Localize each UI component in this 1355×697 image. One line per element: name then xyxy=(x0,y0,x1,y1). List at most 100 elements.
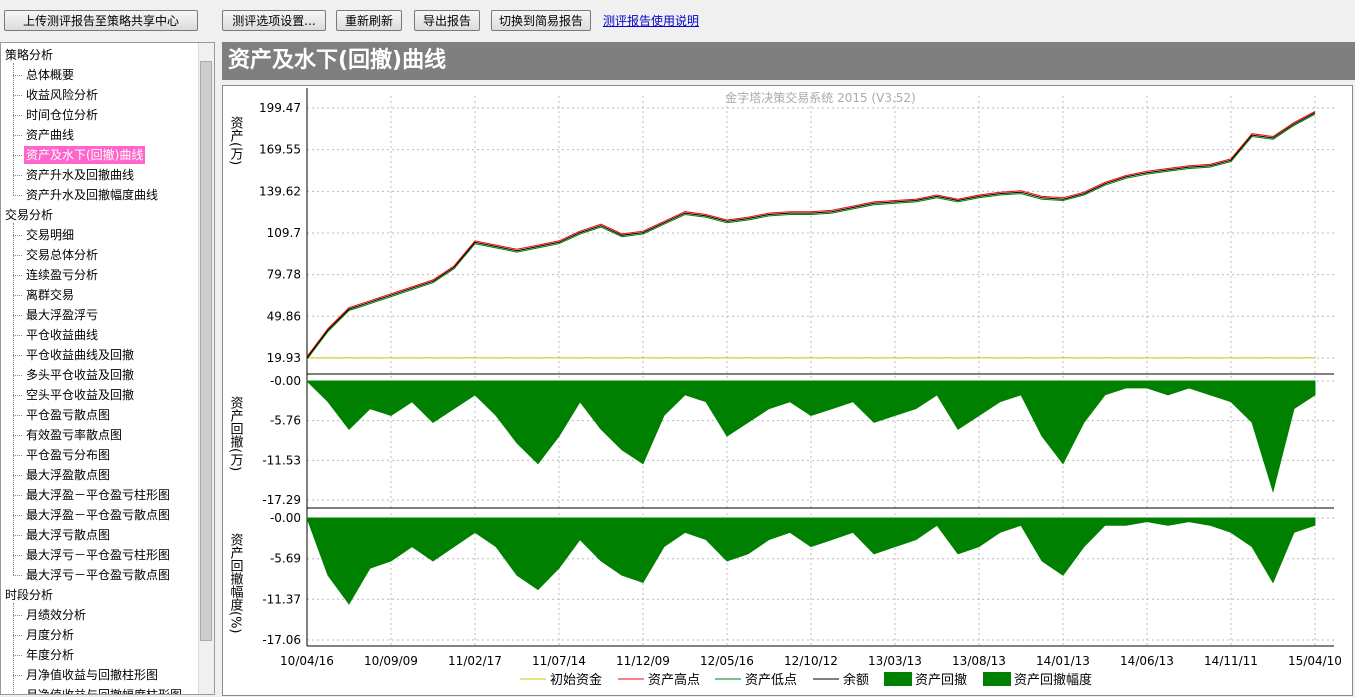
tree-connector xyxy=(13,135,22,136)
tree-connector xyxy=(13,415,22,416)
tree-connector xyxy=(13,495,22,496)
tree-item[interactable]: 平仓收益曲线及回撤 xyxy=(26,348,135,362)
tree-connector xyxy=(13,355,22,356)
series-line xyxy=(306,113,1316,360)
x-tick-label: 10/04/16 xyxy=(280,654,334,668)
tree-item[interactable]: 最大浮盈散点图 xyxy=(26,468,111,482)
tree-item[interactable]: 最大浮盈浮亏 xyxy=(26,308,99,322)
button[interactable]: 测评选项设置... xyxy=(222,10,326,31)
y-tick-label: -5.69 xyxy=(270,552,301,566)
y-tick-label: -5.76 xyxy=(270,414,301,428)
tree-group[interactable]: 交易分析 xyxy=(5,208,54,222)
tree-connector xyxy=(13,455,22,456)
series-line xyxy=(306,111,1316,357)
legend-label: 资产回撤 xyxy=(915,672,967,688)
tree-item[interactable]: 平仓盈亏散点图 xyxy=(26,408,111,422)
tree-connector xyxy=(13,655,22,656)
tree-item[interactable]: 交易明细 xyxy=(26,228,75,242)
tree-connector xyxy=(13,115,22,116)
tree-connector xyxy=(13,375,22,376)
series-area xyxy=(306,379,1316,493)
legend-label: 资产回撤幅度 xyxy=(1014,672,1092,688)
tree-connector xyxy=(13,75,22,76)
tree-item[interactable]: 收益风险分析 xyxy=(26,88,99,102)
tree-item[interactable]: 资产曲线 xyxy=(26,128,75,142)
series-line xyxy=(306,112,1316,359)
x-tick-label: 14/06/13 xyxy=(1120,654,1174,668)
x-tick-label: 13/08/13 xyxy=(952,654,1006,668)
y-tick-label: 19.93 xyxy=(267,351,301,365)
tree-connector xyxy=(13,575,22,576)
tree-item[interactable]: 月净值收益与回撤柱形图 xyxy=(26,668,159,682)
legend-label: 初始资金 xyxy=(550,672,602,688)
tree-connector xyxy=(13,675,22,676)
tree-connector xyxy=(13,315,22,316)
tree-group[interactable]: 策略分析 xyxy=(5,48,54,62)
tree-connector xyxy=(13,435,22,436)
tree-item[interactable]: 年度分析 xyxy=(26,648,75,662)
x-tick-label: 10/09/09 xyxy=(364,654,418,668)
tree-item[interactable]: 资产及水下(回撤)曲线 xyxy=(24,146,146,164)
tree-item[interactable]: 最大浮盈－平仓盈亏柱形图 xyxy=(26,488,171,502)
y-tick-label: -11.53 xyxy=(262,453,301,467)
series-area xyxy=(306,517,1316,605)
tree-group[interactable]: 时段分析 xyxy=(5,588,54,602)
tree-item[interactable]: 多头平仓收益及回撤 xyxy=(26,368,135,382)
y-tick-label: -17.06 xyxy=(262,633,301,647)
tree-connector xyxy=(13,515,22,516)
tree-connector xyxy=(13,335,22,336)
tree-item[interactable]: 最大浮亏散点图 xyxy=(26,528,111,542)
help-link[interactable]: 测评报告使用说明 xyxy=(603,14,700,28)
legend-label: 余额 xyxy=(843,672,869,688)
y-tick-label: 139.62 xyxy=(259,184,301,198)
tree-connector xyxy=(13,63,14,195)
tree-item[interactable]: 资产升水及回撤曲线 xyxy=(26,168,135,182)
tree-item[interactable]: 最大浮亏－平仓盈亏柱形图 xyxy=(26,548,171,562)
tree-connector xyxy=(13,635,22,636)
button[interactable]: 上传测评报告至策略共享中心 xyxy=(4,10,198,31)
tree-connector xyxy=(13,175,22,176)
tree-item[interactable]: 资产升水及回撤幅度曲线 xyxy=(26,188,159,202)
button[interactable]: 导出报告 xyxy=(414,10,480,31)
scrollbar[interactable] xyxy=(198,43,214,694)
tree-connector xyxy=(13,295,22,296)
tree-item[interactable]: 有效盈亏率散点图 xyxy=(26,428,123,442)
tree-connector xyxy=(13,155,22,156)
tree-item[interactable]: 月绩效分析 xyxy=(26,608,87,622)
tree-connector xyxy=(13,95,22,96)
legend-swatch xyxy=(884,672,912,686)
x-tick-label: 11/07/14 xyxy=(532,654,586,668)
tree-connector xyxy=(13,223,14,575)
tree-item[interactable]: 交易总体分析 xyxy=(26,248,99,262)
tree-item[interactable]: 平仓收益曲线 xyxy=(26,328,99,342)
button[interactable]: 重新刷新 xyxy=(336,10,402,31)
y-tick-label: -0.00 xyxy=(270,374,301,388)
tree-item[interactable]: 月度分析 xyxy=(26,628,75,642)
y-tick-label: -0.00 xyxy=(270,511,301,525)
x-tick-label: 12/10/12 xyxy=(784,654,838,668)
y-tick-label: 49.86 xyxy=(267,309,301,323)
tree-item[interactable]: 离群交易 xyxy=(26,288,75,302)
legend-swatch xyxy=(983,672,1011,686)
scroll-thumb[interactable] xyxy=(200,61,212,641)
y-axis-label: 资产回撤幅度(%) xyxy=(228,533,244,634)
y-tick-label: 79.78 xyxy=(267,268,301,282)
tree-item[interactable]: 总体概要 xyxy=(26,68,75,82)
tree-connector xyxy=(13,535,22,536)
tree-connector xyxy=(13,395,22,396)
tree-item[interactable]: 平仓盈亏分布图 xyxy=(26,448,111,462)
y-axis-label: 资产(万) xyxy=(228,116,244,165)
y-tick-label: -17.29 xyxy=(262,493,301,507)
button[interactable]: 切换到简易报告 xyxy=(491,10,591,31)
tree-item[interactable]: 最大浮盈－平仓盈亏散点图 xyxy=(26,508,171,522)
tree-item[interactable]: 月净值收益与回撤幅度柱形图 xyxy=(26,688,183,695)
tree-item[interactable]: 时间仓位分析 xyxy=(26,108,99,122)
tree-item[interactable]: 空头平仓收益及回撤 xyxy=(26,388,135,402)
y-tick-label: 199.47 xyxy=(259,101,301,115)
legend-label: 资产高点 xyxy=(648,672,700,688)
watermark: 金字塔决策交易系统 2015 (V3.52) xyxy=(725,90,915,105)
tree-item[interactable]: 最大浮亏－平仓盈亏散点图 xyxy=(26,568,171,582)
tree-item[interactable]: 连续盈亏分析 xyxy=(26,268,99,282)
x-tick-label: 11/02/17 xyxy=(448,654,502,668)
